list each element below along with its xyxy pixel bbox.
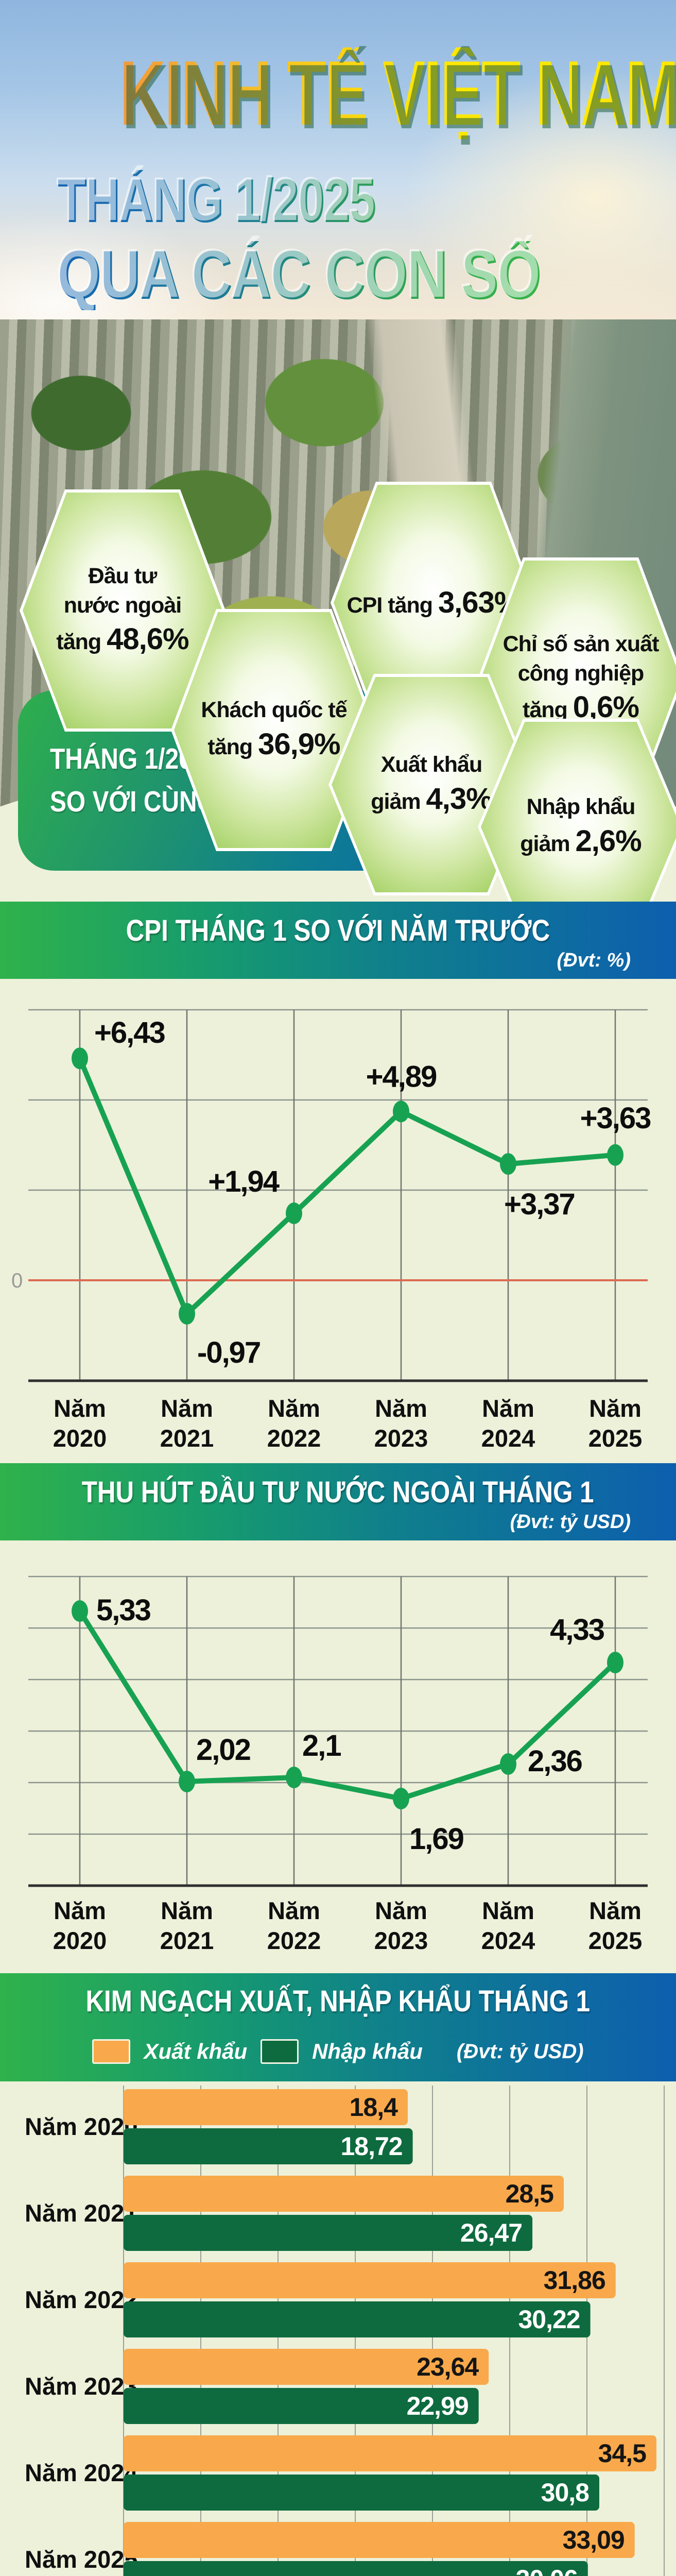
svg-text:28,5: 28,5 bbox=[506, 2179, 554, 2208]
svg-text:2,36: 2,36 bbox=[528, 1744, 582, 1778]
cpi-line-chart: 0 +6,43 -0,97 +1,94 +4,89 +3,37 +3,63 Năm 2020 Nă… bbox=[11, 1009, 652, 1452]
page-title: KINH TẾ VIỆT NAM bbox=[0, 47, 676, 139]
section-title-trade: KIM NGẠCH XUẤT, NHẬP KHẨU THÁNG 1 bbox=[85, 1985, 591, 2018]
svg-text:+1,94: +1,94 bbox=[208, 1165, 279, 1198]
section-header-fdi: THU HÚT ĐẦU TƯ NƯỚC NGOÀI THÁNG 1 (Đvt: … bbox=[0, 1463, 676, 1540]
trade-bar-chart: Năm 2020 18,4 18,72 Năm 2021 28,5 26,47 Năm 20… bbox=[25, 2086, 665, 2576]
svg-text:30,06: 30,06 bbox=[516, 2565, 578, 2576]
badge-line: tăng 48,6% bbox=[56, 622, 189, 656]
svg-text:2,1: 2,1 bbox=[302, 1729, 341, 1762]
badge-value: 0,6% bbox=[573, 690, 639, 724]
trade-legend: Xuất khẩu Nhập khẩu (Đvt: tỷ USD) bbox=[0, 2039, 676, 2064]
export-legend-swatch bbox=[92, 2039, 131, 2064]
svg-text:Năm 2025: Năm 2025 bbox=[25, 2546, 138, 2573]
svg-text:34,5: 34,5 bbox=[598, 2439, 647, 2468]
svg-text:Năm 2022: Năm 2022 bbox=[25, 2286, 138, 2313]
svg-text:+6,43: +6,43 bbox=[94, 1016, 165, 1049]
svg-text:Năm 2024: Năm 2024 bbox=[25, 2459, 138, 2486]
section-title-cpi: CPI THÁNG 1 SO VỚI NĂM TRƯỚC bbox=[126, 914, 550, 947]
section-header-trade: KIM NGẠCH XUẤT, NHẬP KHẨU THÁNG 1 Xuất k… bbox=[0, 1973, 676, 2081]
section-header-cpi: CPI THÁNG 1 SO VỚI NĂM TRƯỚC (Đvt: %) bbox=[0, 902, 676, 979]
svg-text:Năm 2023: Năm 2023 bbox=[25, 2372, 138, 2400]
hero-sky-background: KINH TẾ VIỆT NAM THÁNG 1/2025 QUA CÁC CO… bbox=[0, 0, 676, 319]
badge-line: tăng 36,9% bbox=[207, 727, 340, 761]
badge-value: 4,3% bbox=[426, 782, 493, 816]
unit-label-fdi: (Đvt: tỷ USD) bbox=[510, 1511, 631, 1533]
svg-text:-0,97: -0,97 bbox=[197, 1336, 260, 1369]
section-title-fdi: THU HÚT ĐẦU TƯ NƯỚC NGOÀI THÁNG 1 bbox=[82, 1476, 594, 1509]
svg-text:+3,37: +3,37 bbox=[504, 1188, 575, 1221]
svg-text:26,47: 26,47 bbox=[460, 2218, 522, 2247]
svg-text:18,4: 18,4 bbox=[350, 2093, 398, 2122]
badge-imports: Nhập khẩu giảm 2,6% bbox=[478, 719, 676, 935]
badge-value: 48,6% bbox=[107, 622, 189, 656]
svg-text:5,33: 5,33 bbox=[96, 1594, 151, 1627]
svg-text:30,22: 30,22 bbox=[518, 2305, 580, 2334]
import-legend-swatch bbox=[261, 2039, 299, 2064]
badge-line: tăng 0,6% bbox=[523, 690, 639, 724]
svg-text:30,8: 30,8 bbox=[541, 2478, 590, 2507]
svg-text:0: 0 bbox=[11, 1269, 23, 1292]
svg-text:18,72: 18,72 bbox=[340, 2132, 402, 2161]
page-subtitle-month: THÁNG 1/2025 bbox=[58, 166, 376, 235]
svg-text:+3,63: +3,63 bbox=[580, 1101, 651, 1135]
badge-line: giảm 4,3% bbox=[371, 782, 493, 816]
badge-line: CPI tăng 3,63% bbox=[346, 585, 521, 619]
svg-text:33,09: 33,09 bbox=[563, 2526, 625, 2554]
page-subtitle-tagline: QUA CÁC CON SỐ bbox=[58, 237, 542, 314]
badge-line: nước ngoài bbox=[63, 592, 182, 618]
badge-line: Đầu tư bbox=[88, 563, 158, 588]
export-legend-label: Xuất khẩu bbox=[144, 2039, 248, 2063]
svg-text:22,99: 22,99 bbox=[407, 2392, 469, 2420]
badge-fdi: Đầu tư nước ngoài tăng 48,6% bbox=[20, 489, 226, 732]
fdi-line-chart: 5,33 2,02 2,1 1,69 2,36 4,33 Năm 2020 Năm 2021 Năm… bbox=[28, 1575, 648, 1954]
unit-label-trade: (Đvt: tỷ USD) bbox=[456, 2040, 584, 2063]
badge-line: Chỉ số sản xuất bbox=[502, 631, 660, 656]
svg-text:31,86: 31,86 bbox=[544, 2266, 605, 2295]
badge-line: Khách quốc tế bbox=[201, 698, 347, 723]
svg-text:2,02: 2,02 bbox=[196, 1733, 250, 1767]
svg-text:Năm 2020: Năm 2020 bbox=[25, 2113, 138, 2140]
badge-value: 2,6% bbox=[575, 824, 642, 858]
svg-text:+4,89: +4,89 bbox=[366, 1060, 437, 1093]
svg-text:23,64: 23,64 bbox=[417, 2352, 479, 2381]
unit-label-cpi: (Đvt: %) bbox=[557, 950, 631, 971]
badge-line: công nghiệp bbox=[517, 660, 645, 686]
svg-text:Năm 2021: Năm 2021 bbox=[25, 2199, 138, 2227]
badge-value: 36,9% bbox=[258, 727, 340, 761]
svg-text:4,33: 4,33 bbox=[550, 1613, 604, 1647]
import-legend-label: Nhập khẩu bbox=[312, 2039, 423, 2063]
svg-text:1,69: 1,69 bbox=[409, 1822, 464, 1856]
badge-line: Nhập khẩu bbox=[526, 794, 636, 820]
badge-line: Xuất khẩu bbox=[380, 752, 482, 777]
badge-line: giảm 2,6% bbox=[520, 824, 642, 858]
